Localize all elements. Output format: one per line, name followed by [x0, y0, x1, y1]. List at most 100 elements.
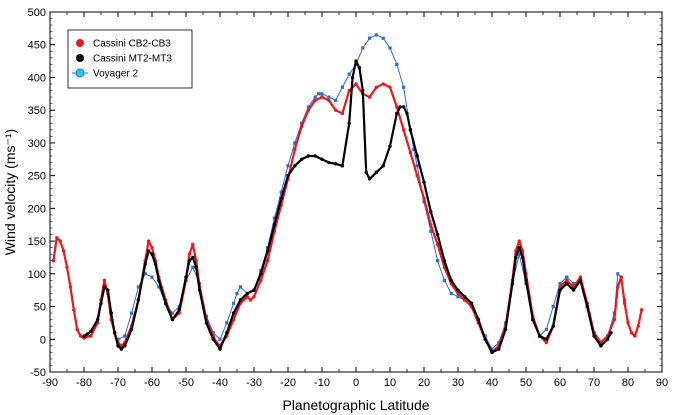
data-point [408, 151, 413, 155]
data-point [129, 327, 134, 332]
x-tick-label: -90 [42, 377, 58, 389]
data-point [143, 272, 147, 276]
data-point [558, 282, 562, 286]
data-point [252, 288, 256, 292]
data-point [286, 164, 290, 168]
legend-label: Voyager 2 [93, 69, 138, 80]
data-point [72, 308, 76, 312]
data-point [143, 262, 147, 266]
data-point [401, 128, 406, 132]
series-layer [51, 33, 644, 355]
x-tick-label: 0 [353, 377, 359, 389]
data-point [347, 72, 351, 76]
data-point [146, 239, 151, 243]
data-point [235, 291, 239, 296]
data-point [99, 301, 103, 305]
data-point [150, 252, 154, 256]
data-point [629, 331, 634, 335]
data-point [572, 282, 576, 286]
data-point [82, 334, 86, 338]
x-tick-label: -40 [212, 377, 228, 389]
data-point [65, 265, 69, 269]
data-point [85, 332, 90, 336]
data-point [619, 275, 623, 279]
data-point [187, 252, 192, 256]
y-tick-label: 250 [28, 171, 46, 183]
data-point [578, 278, 583, 283]
legend-marker [75, 68, 85, 78]
x-axis-title: Planetographic Latitude [282, 397, 429, 413]
data-point [537, 334, 542, 338]
data-point [211, 331, 215, 335]
data-point [334, 98, 338, 102]
data-point [102, 278, 107, 283]
data-point [187, 259, 192, 263]
data-point [388, 46, 392, 50]
data-point [61, 249, 66, 253]
data-point [429, 223, 433, 227]
x-tick-label: -20 [280, 377, 296, 389]
x-tick-label: -60 [144, 377, 160, 389]
data-point [55, 236, 59, 240]
data-point [333, 108, 338, 112]
x-tick-label: 50 [520, 377, 532, 389]
data-point [123, 334, 127, 338]
data-point [415, 173, 419, 178]
data-point [415, 154, 419, 158]
data-point [435, 242, 440, 247]
data-point [571, 288, 576, 292]
data-point [184, 275, 188, 279]
data-point [146, 249, 151, 253]
data-point [51, 259, 56, 263]
data-point [558, 288, 562, 292]
data-point [252, 295, 256, 299]
data-point [119, 347, 124, 351]
data-point [368, 36, 372, 40]
y-axis: -50 0 50 100 150 200 250 300 350 400 450 500 [28, 7, 662, 379]
data-point [442, 259, 447, 263]
data-point [367, 95, 372, 99]
data-point [388, 144, 392, 148]
data-point [565, 278, 569, 283]
data-point [272, 223, 277, 227]
legend-label: Cassini CB2-CB3 [93, 39, 171, 50]
data-point [340, 111, 345, 116]
data-point [238, 298, 243, 302]
data-point [456, 291, 460, 296]
x-tick-label: -10 [314, 377, 330, 389]
data-point [293, 147, 297, 152]
data-point [578, 275, 583, 279]
data-point [622, 301, 627, 305]
data-point [317, 92, 321, 96]
data-point [340, 85, 344, 89]
data-point [102, 285, 107, 289]
data-point [320, 95, 324, 99]
data-point [357, 65, 362, 70]
data-point [639, 308, 644, 312]
data-point [395, 105, 399, 109]
data-point [194, 265, 198, 269]
data-point [395, 62, 399, 66]
data-point [225, 321, 229, 325]
data-point [381, 164, 385, 168]
data-point [95, 317, 100, 322]
data-point [395, 111, 399, 116]
data-point [520, 255, 525, 260]
data-point [327, 160, 331, 165]
data-point [347, 121, 351, 125]
data-point [374, 85, 379, 89]
data-point [300, 121, 304, 125]
x-tick-label: 70 [588, 377, 600, 389]
data-point [248, 298, 253, 302]
data-point [191, 255, 195, 260]
data-point [517, 245, 521, 250]
data-point [130, 311, 134, 315]
data-point [361, 88, 365, 93]
data-point [191, 265, 195, 269]
x-tick-label: -30 [246, 377, 262, 389]
y-tick-label: 150 [28, 236, 46, 248]
data-point [412, 147, 416, 152]
data-point [422, 180, 426, 184]
data-point [163, 301, 168, 305]
data-point [398, 105, 402, 109]
